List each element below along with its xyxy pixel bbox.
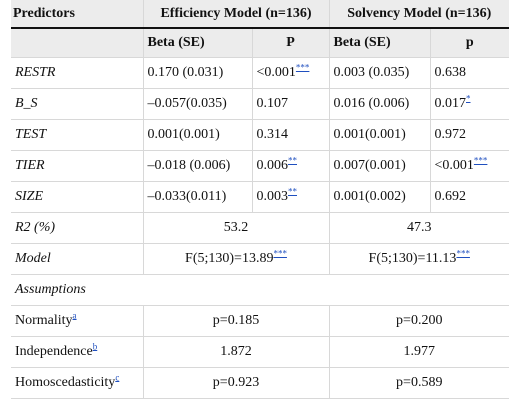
normality-row: Normalitya p=0.185 p=0.200: [11, 305, 509, 337]
model-solvency-text: F(5;130)=11.13: [368, 251, 457, 266]
r2-label: R2 (%): [11, 212, 144, 244]
eff-p-value: 0.314: [252, 119, 330, 151]
eff-beta-value: –0.033(0.011): [143, 181, 253, 213]
table-row: B_S –0.057(0.035) 0.107 0.016 (0.006) 0.…: [11, 88, 509, 120]
header-eff-beta: Beta (SE): [143, 27, 253, 58]
sol-beta-value: 0.001(0.001): [329, 119, 431, 151]
predictor-name: RESTR: [11, 57, 144, 89]
eff-beta-value: 0.170 (0.031): [143, 57, 253, 89]
sol-beta-value: 0.003 (0.035): [329, 57, 431, 89]
sol-beta-value: 0.016 (0.006): [329, 88, 431, 120]
header-sol-beta: Beta (SE): [329, 27, 431, 58]
eff-p-text: 0.003: [256, 189, 289, 204]
sol-beta-value: 0.001(0.002): [329, 181, 431, 213]
regression-table-container: Predictors Efficiency Model (n=136) Solv…: [11, 0, 509, 399]
eff-p-value: <0.001***: [252, 57, 330, 89]
predictor-name: SIZE: [11, 181, 144, 213]
significance-footnote-link[interactable]: ***: [295, 62, 310, 73]
sol-p-value: 0.692: [430, 181, 509, 213]
header-sol-p: p: [430, 27, 509, 58]
significance-footnote-link[interactable]: ***: [456, 248, 470, 259]
normality-solvency: p=0.200: [329, 305, 509, 337]
homoscedasticity-efficiency: p=0.923: [143, 367, 330, 399]
sol-p-value: 0.017*: [430, 88, 509, 120]
sol-p-value: <0.001***: [430, 150, 509, 182]
significance-footnote-link[interactable]: **: [288, 155, 297, 166]
eff-beta-value: –0.018 (0.006): [143, 150, 253, 182]
homoscedasticity-label: Homoscedasticity: [15, 375, 116, 390]
header-row-models: Predictors Efficiency Model (n=136) Solv…: [11, 0, 509, 29]
homoscedasticity-solvency: p=0.589: [329, 367, 509, 399]
eff-p-value: 0.107: [252, 88, 330, 120]
significance-footnote-link[interactable]: **: [288, 186, 297, 197]
predictor-name: B_S: [11, 88, 144, 120]
assumptions-label: Assumptions: [11, 274, 509, 306]
header-eff-p: P: [252, 27, 330, 58]
model-row: Model F(5;130)=13.89*** F(5;130)=11.13**…: [11, 243, 509, 275]
significance-footnote-link[interactable]: *: [466, 93, 471, 104]
model-label: Model: [11, 243, 144, 275]
independence-label-cell: Independenceb: [11, 336, 144, 368]
r2-row: R2 (%) 53.2 47.3: [11, 212, 509, 244]
table-row: RESTR 0.170 (0.031) <0.001*** 0.003 (0.0…: [11, 57, 509, 89]
table-row: TIER –0.018 (0.006) 0.006** 0.007(0.001)…: [11, 150, 509, 182]
header-efficiency-model: Efficiency Model (n=136): [143, 0, 330, 29]
sol-p-value: 0.972: [430, 119, 509, 151]
normality-efficiency: p=0.185: [143, 305, 330, 337]
eff-beta-value: 0.001(0.001): [143, 119, 253, 151]
eff-beta-value: –0.057(0.035): [143, 88, 253, 120]
regression-table: Predictors Efficiency Model (n=136) Solv…: [11, 0, 509, 399]
r2-solvency: 47.3: [329, 212, 509, 244]
sol-p-text: 0.017: [434, 96, 467, 111]
homoscedasticity-label-cell: Homoscedasticityc: [11, 367, 144, 399]
sol-beta-value: 0.007(0.001): [329, 150, 431, 182]
eff-p-text: 0.006: [256, 158, 289, 173]
normality-label-cell: Normalitya: [11, 305, 144, 337]
header-predictors: Predictors: [11, 0, 144, 29]
sol-p-value: 0.638: [430, 57, 509, 89]
assumptions-row: Assumptions: [11, 274, 509, 306]
table-row: TEST 0.001(0.001) 0.314 0.001(0.001) 0.9…: [11, 119, 509, 151]
homoscedasticity-row: Homoscedasticityc p=0.923 p=0.589: [11, 367, 509, 399]
sol-p-text: <0.001: [434, 158, 474, 173]
model-efficiency-text: F(5;130)=13.89: [185, 251, 274, 266]
predictor-name: TEST: [11, 119, 144, 151]
significance-footnote-link[interactable]: ***: [473, 155, 488, 166]
header-row-columns: Beta (SE) P Beta (SE) p: [11, 27, 509, 58]
footnote-c-link[interactable]: c: [115, 372, 120, 383]
significance-footnote-link[interactable]: ***: [273, 248, 287, 259]
footnote-a-link[interactable]: a: [72, 310, 77, 321]
independence-efficiency: 1.872: [143, 336, 330, 368]
table-row: SIZE –0.033(0.011) 0.003** 0.001(0.002) …: [11, 181, 509, 213]
model-solvency: F(5;130)=11.13***: [329, 243, 509, 275]
predictor-name: TIER: [11, 150, 144, 182]
header-blank: [11, 27, 144, 58]
independence-row: Independenceb 1.872 1.977: [11, 336, 509, 368]
independence-solvency: 1.977: [329, 336, 509, 368]
eff-p-text: <0.001: [256, 65, 296, 80]
header-solvency-model: Solvency Model (n=136): [329, 0, 509, 29]
normality-label: Normality: [15, 313, 73, 328]
eff-p-value: 0.003**: [252, 181, 330, 213]
eff-p-value: 0.006**: [252, 150, 330, 182]
r2-efficiency: 53.2: [143, 212, 330, 244]
model-efficiency: F(5;130)=13.89***: [143, 243, 330, 275]
independence-label: Independence: [15, 344, 93, 359]
footnote-b-link[interactable]: b: [92, 341, 98, 352]
